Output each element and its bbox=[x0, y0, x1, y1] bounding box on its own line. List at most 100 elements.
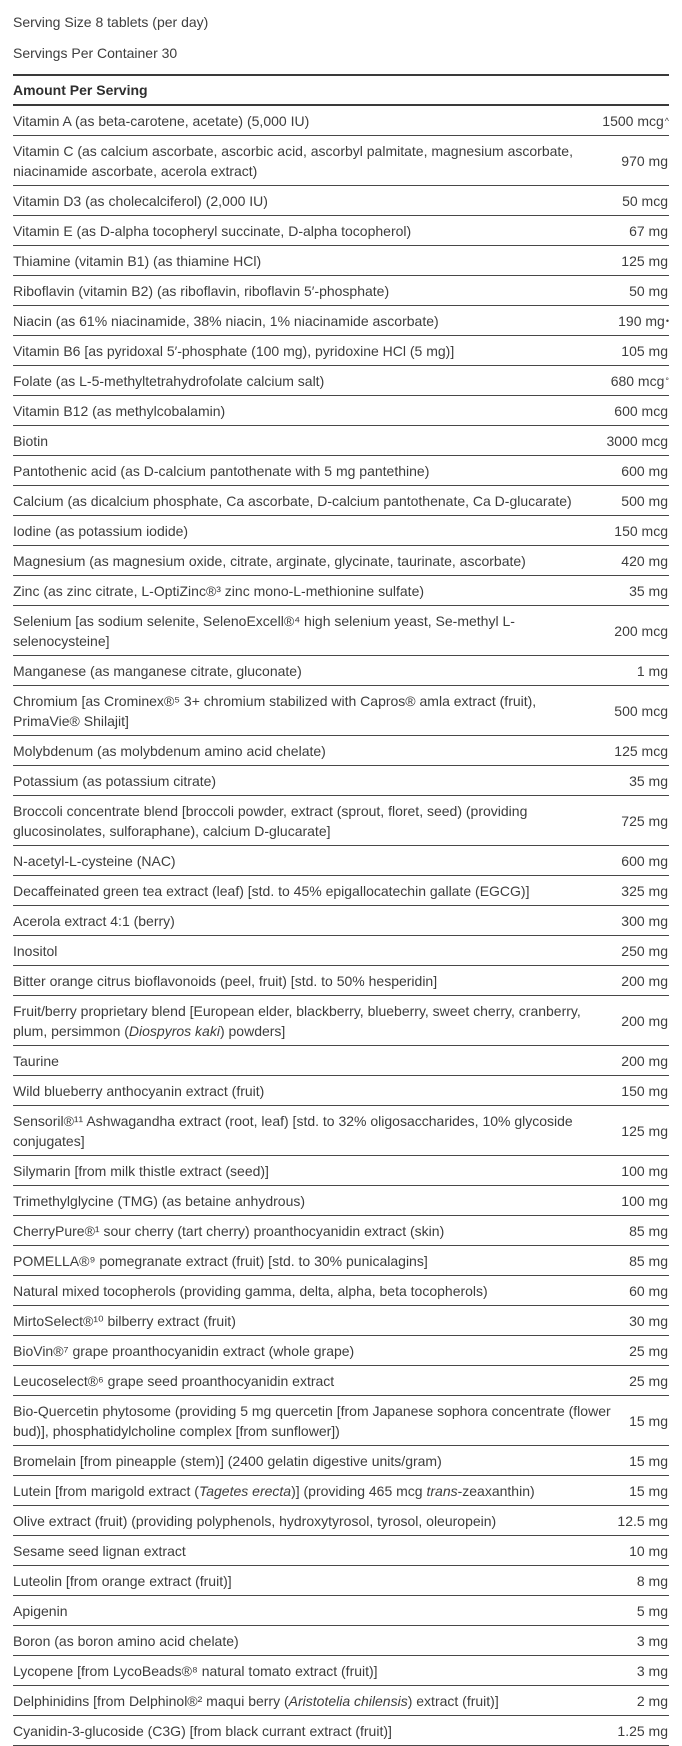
ingredient-name: Leucoselect®⁶ grape seed proanthocyanidi… bbox=[13, 1373, 335, 1389]
ingredient-amount: 100 mg bbox=[621, 1161, 669, 1181]
ingredient-name: Taurine bbox=[13, 1053, 59, 1069]
ingredient-name: Acerola extract 4:1 (berry) bbox=[13, 913, 175, 929]
ingredient-name: Chromium [as Crominex®⁵ 3+ chromium stab… bbox=[13, 693, 537, 729]
ingredient-name: Zinc (as zinc citrate, L-OptiZinc®³ zinc… bbox=[13, 583, 425, 599]
amount-value: 5 mg bbox=[636, 1603, 668, 1619]
ingredient-amount: 25 mg bbox=[629, 1371, 669, 1391]
ingredient-amount: 85 mg bbox=[629, 1221, 669, 1241]
amount-value: 3 mg bbox=[636, 1663, 668, 1679]
ingredient-amount: 30 mg bbox=[629, 1311, 669, 1331]
ingredient-name: Pantothenic acid (as D-calcium pantothen… bbox=[13, 463, 430, 479]
ingredient-amount: 190 mg • bbox=[618, 313, 669, 329]
amount-value: 200 mcg bbox=[614, 623, 668, 639]
ingredient-row: Apigenin 5 mg bbox=[13, 1596, 669, 1626]
ingredient-amount: 3 mg bbox=[637, 1661, 669, 1681]
ingredient-name: Sesame seed lignan extract bbox=[13, 1543, 186, 1559]
ingredient-row: Thiamine (vitamin B1) (as thiamine HCl) … bbox=[13, 246, 669, 276]
ingredient-row: Bromelain [from pineapple (stem)] (2400 … bbox=[13, 1446, 669, 1476]
ingredient-amount: 200 mcg bbox=[614, 611, 669, 651]
ingredient-name: Bitter orange citrus bioflavonoids (peel… bbox=[13, 973, 438, 989]
ingredient-row: Niacin (as 61% niacinamide, 38% niacin, … bbox=[13, 306, 669, 336]
ingredient-name: N-acetyl-L-cysteine (NAC) bbox=[13, 853, 176, 869]
ingredient-row: POMELLA®⁹ pomegranate extract (fruit) [s… bbox=[13, 1246, 669, 1276]
ingredient-amount: 125 mg bbox=[621, 251, 669, 271]
amount-value: 125 mg bbox=[621, 253, 668, 269]
ingredient-amount: 300 mg bbox=[621, 911, 669, 931]
amount-value: 680 mcg bbox=[610, 373, 665, 389]
ingredient-amount: 50 mcg bbox=[622, 191, 669, 211]
amount-value: 3 mg bbox=[636, 1633, 668, 1649]
ingredient-row: Magnesium (as magnesium oxide, citrate, … bbox=[13, 546, 669, 576]
ingredient-amount: 125 mg bbox=[621, 1111, 669, 1151]
ingredient-name: Natural mixed tocopherols (providing gam… bbox=[13, 1283, 488, 1299]
ingredient-amount: 150 mcg bbox=[614, 521, 669, 541]
serving-size: Serving Size 8 tablets (per day) bbox=[13, 14, 209, 30]
ingredient-row: Vitamin B12 (as methylcobalamin) 600 mcg bbox=[13, 396, 669, 426]
ingredient-name: Biotin bbox=[13, 433, 49, 449]
ingredient-amount: 200 mg bbox=[621, 1051, 669, 1071]
ingredient-row: Vitamin C (as calcium ascorbate, ascorbi… bbox=[13, 136, 669, 186]
ingredient-name: Magnesium (as magnesium oxide, citrate, … bbox=[13, 553, 526, 569]
ingredient-name: Vitamin D3 (as cholecalciferol) (2,000 I… bbox=[13, 193, 268, 209]
ingredient-row: Decaffeinated green tea extract (leaf) [… bbox=[13, 876, 669, 906]
ingredient-amount: 15 mg bbox=[629, 1401, 669, 1441]
ingredient-amount: 600 mg bbox=[621, 461, 669, 481]
ingredient-row: Bio-Quercetin phytosome (providing 5 mg … bbox=[13, 1396, 669, 1446]
ingredient-name: Selenium [as sodium selenite, SelenoExce… bbox=[13, 613, 515, 649]
ingredient-name: Riboflavin (vitamin B2) (as riboflavin, … bbox=[13, 283, 390, 299]
ingredient-name: Potassium (as potassium citrate) bbox=[13, 773, 217, 789]
ingredient-amount: 10 mg bbox=[629, 1541, 669, 1561]
ingredient-row: Vitamin D3 (as cholecalciferol) (2,000 I… bbox=[13, 186, 669, 216]
amount-value: 3000 mcg bbox=[606, 433, 668, 449]
ingredient-amount: 600 mg bbox=[621, 851, 669, 871]
amount-value: 190 mg bbox=[618, 313, 665, 329]
ingredient-name: CherryPure®¹ sour cherry (tart cherry) p… bbox=[13, 1223, 445, 1239]
ingredient-amount: 1500 mcg ^ bbox=[602, 113, 669, 129]
amount-value: 15 mg bbox=[629, 1453, 668, 1469]
ingredient-name: MirtoSelect®¹⁰ bilberry extract (fruit) bbox=[13, 1313, 236, 1329]
ingredient-row: Broccoli concentrate blend [broccoli pow… bbox=[13, 796, 669, 846]
ingredient-row: Biotin 3000 mcg bbox=[13, 426, 669, 456]
ingredient-name: Niacin (as 61% niacinamide, 38% niacin, … bbox=[13, 313, 439, 329]
ingredient-amount: 85 mg bbox=[629, 1251, 669, 1271]
ingredient-row: BioVin®⁷ grape proanthocyanidin extract … bbox=[13, 1336, 669, 1366]
ingredient-amount: 970 mg bbox=[621, 141, 669, 181]
servings-per-container: Servings Per Container 30 bbox=[13, 45, 178, 61]
ingredient-row: Calcium (as dicalcium phosphate, Ca asco… bbox=[13, 486, 669, 516]
amount-value: 325 mg bbox=[621, 883, 668, 899]
ingredient-row: Selenium [as sodium selenite, SelenoExce… bbox=[13, 606, 669, 656]
amount-value: 15 mg bbox=[629, 1413, 668, 1429]
ingredient-amount: 500 mg bbox=[621, 491, 669, 511]
amount-value: 725 mg bbox=[621, 813, 668, 829]
amount-value: 600 mg bbox=[621, 463, 668, 479]
amount-value: 1 mg bbox=[636, 663, 668, 679]
amount-value: 67 mg bbox=[629, 223, 668, 239]
ingredient-row: Boron (as boron amino acid chelate) 3 mg bbox=[13, 1626, 669, 1656]
ingredient-amount: 35 mg bbox=[629, 581, 669, 601]
amount-value: 60 mg bbox=[629, 1283, 668, 1299]
ingredient-amount: 60 mg bbox=[629, 1281, 669, 1301]
amount-value: 10 mg bbox=[629, 1543, 668, 1559]
amount-value: 12.5 mg bbox=[617, 1513, 668, 1529]
ingredient-amount: 200 mg bbox=[621, 1001, 669, 1041]
ingredient-amount: 2 mg bbox=[637, 1691, 669, 1711]
ingredient-row: Acerola extract 4:1 (berry) 300 mg bbox=[13, 906, 669, 936]
amount-value: 1.25 mg bbox=[617, 1723, 668, 1739]
ingredient-name: Bio-Quercetin phytosome (providing 5 mg … bbox=[13, 1403, 611, 1439]
ingredient-row: Sesame seed lignan extract 10 mg bbox=[13, 1536, 669, 1566]
amount-value: 200 mg bbox=[621, 1053, 668, 1069]
ingredient-amount: 5 mg bbox=[637, 1601, 669, 1621]
ingredient-amount: 8 mg bbox=[637, 1571, 669, 1591]
amount-value: 300 mg bbox=[621, 913, 668, 929]
amount-value: 200 mg bbox=[621, 973, 668, 989]
ingredient-amount: 150 mg bbox=[621, 1081, 669, 1101]
amount-value: 600 mg bbox=[621, 853, 668, 869]
amount-value: 500 mcg bbox=[614, 703, 668, 719]
ingredient-name: Vitamin E (as D-alpha tocopheryl succina… bbox=[13, 223, 412, 239]
amount-value: 85 mg bbox=[629, 1253, 668, 1269]
ingredient-name: Vitamin C (as calcium ascorbate, ascorbi… bbox=[13, 143, 573, 179]
ingredient-name: Wild blueberry anthocyanin extract (frui… bbox=[13, 1083, 265, 1099]
amount-value: 970 mg bbox=[621, 153, 668, 169]
amount-value: 1500 mcg bbox=[602, 113, 664, 129]
ingredient-name: BioVin®⁷ grape proanthocyanidin extract … bbox=[13, 1343, 355, 1359]
